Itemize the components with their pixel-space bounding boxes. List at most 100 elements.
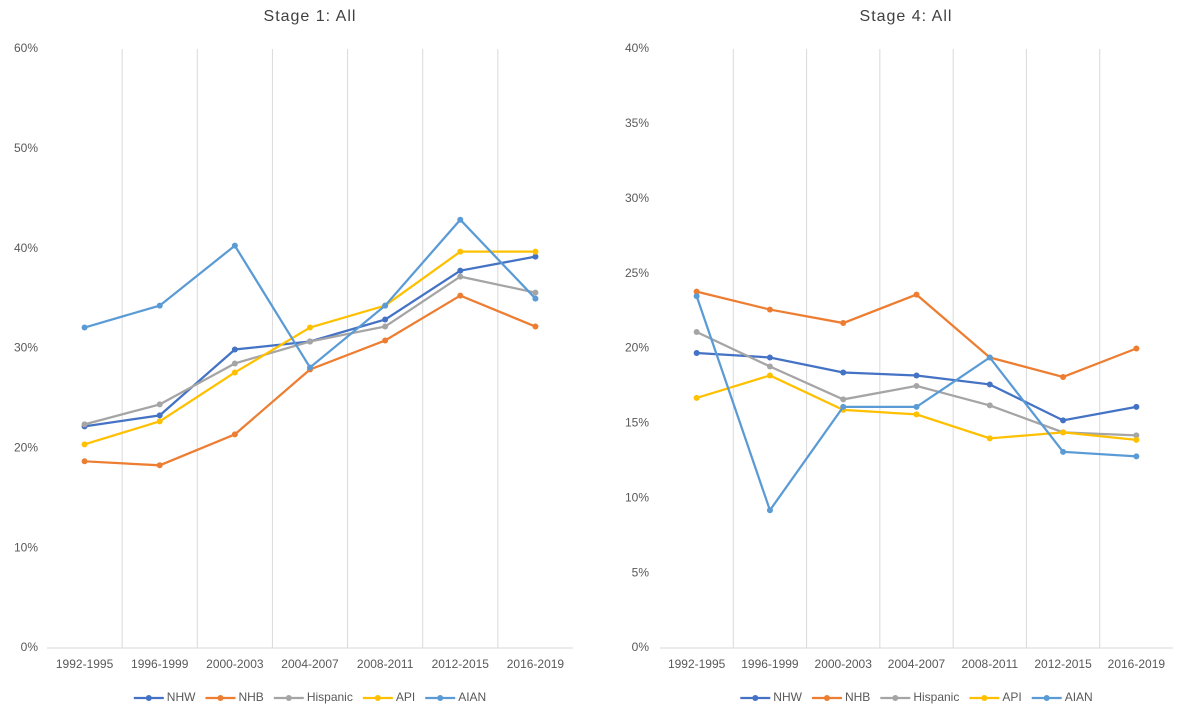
y-tick-label: 40% — [625, 41, 649, 55]
data-point — [986, 435, 993, 442]
chart-title: Stage 1: All — [264, 8, 357, 25]
data-point — [307, 338, 313, 345]
legend: NHW NHB Hispanic API AIAN — [740, 690, 1093, 704]
data-point — [1133, 432, 1140, 439]
x-tick-label: 1992-1995 — [668, 657, 726, 671]
legend-label: NHB — [845, 690, 870, 704]
data-point — [532, 295, 539, 302]
data-point — [81, 421, 88, 428]
data-point — [156, 418, 163, 425]
data-point — [693, 349, 700, 356]
data-point — [231, 369, 238, 376]
data-point — [840, 396, 847, 403]
series-line — [84, 218, 537, 370]
x-tick-label: 2008-2011 — [357, 657, 414, 671]
x-tick-label: 2012-2015 — [432, 657, 490, 671]
legend-label: API — [1002, 690, 1021, 704]
series-line — [84, 294, 536, 467]
legend-marker — [752, 695, 759, 701]
legend-label: AIAN — [458, 690, 486, 704]
data-point — [231, 360, 238, 367]
legend-marker — [981, 695, 988, 701]
y-tick-label: 40% — [14, 241, 38, 255]
y-tick-label: 15% — [625, 416, 649, 430]
data-point — [156, 401, 163, 408]
data-point — [231, 431, 238, 438]
x-tick-label: 2004-2007 — [888, 657, 946, 671]
data-point — [1133, 403, 1140, 410]
data-point — [693, 293, 700, 300]
data-point — [1133, 345, 1140, 352]
legend-label: AIAN — [1065, 690, 1093, 704]
x-tick-label: 1996-1999 — [741, 657, 799, 671]
y-tick-label: 20% — [14, 441, 38, 455]
legend-marker — [285, 695, 292, 701]
data-point — [840, 320, 847, 327]
legend-marker — [374, 695, 381, 701]
chart-title: Stage 4: All — [860, 8, 953, 25]
x-tick-label: 2016-2019 — [1108, 657, 1166, 671]
y-tick-label: 30% — [625, 191, 649, 205]
data-point — [1133, 436, 1140, 443]
legend: NHW NHB Hispanic API AIAN — [133, 690, 486, 704]
data-point — [81, 324, 88, 331]
data-point — [766, 354, 773, 361]
data-point — [307, 364, 313, 371]
data-point — [231, 242, 238, 249]
data-point — [156, 462, 163, 469]
y-tick-label: 10% — [14, 540, 38, 554]
legend-marker — [1043, 695, 1050, 701]
legend-label: Hispanic — [913, 690, 959, 704]
data-point — [382, 316, 389, 323]
data-point — [382, 323, 389, 330]
data-point — [457, 273, 464, 280]
data-point — [231, 346, 238, 353]
x-tick-label: 2008-2011 — [962, 657, 1019, 671]
data-point — [913, 411, 920, 418]
x-tick-label: 2000-2003 — [206, 657, 264, 671]
legend-label: Hispanic — [307, 690, 353, 704]
data-point — [382, 302, 389, 309]
y-tick-label: 30% — [14, 341, 38, 355]
data-point — [766, 372, 773, 379]
x-tick-label: 2016-2019 — [507, 657, 565, 671]
data-point — [1060, 429, 1067, 436]
data-point — [457, 267, 464, 274]
y-tick-label: 0% — [632, 640, 650, 654]
legend-label: NHW — [167, 690, 196, 704]
data-point — [457, 216, 464, 223]
data-point — [81, 441, 88, 448]
x-tick-label: 2004-2007 — [281, 657, 339, 671]
data-point — [766, 363, 773, 370]
legend-label: NHB — [238, 690, 263, 704]
y-tick-label: 10% — [625, 490, 649, 504]
data-point — [840, 403, 847, 410]
data-point — [81, 458, 88, 465]
data-point — [1133, 453, 1140, 460]
data-point — [457, 248, 464, 255]
data-point — [307, 324, 313, 331]
legend-label: API — [396, 690, 415, 704]
x-tick-label: 1996-1999 — [131, 657, 189, 671]
data-point — [1060, 417, 1067, 424]
x-tick-label: 2012-2015 — [1034, 657, 1092, 671]
data-point — [986, 354, 993, 361]
data-point — [693, 329, 700, 336]
data-point — [532, 289, 539, 296]
data-point — [766, 306, 773, 313]
legend-marker — [892, 695, 899, 701]
y-tick-label: 5% — [632, 565, 650, 579]
data-point — [986, 402, 993, 409]
data-point — [913, 382, 920, 389]
data-point — [457, 292, 464, 299]
legend-marker — [823, 695, 830, 701]
legend-marker — [437, 695, 444, 701]
legend-marker — [217, 695, 224, 701]
legend-label: NHW — [773, 690, 802, 704]
data-point — [840, 369, 847, 376]
series-line — [695, 295, 1137, 513]
data-point — [1060, 448, 1067, 455]
data-point — [532, 323, 539, 330]
data-point — [1060, 373, 1067, 380]
